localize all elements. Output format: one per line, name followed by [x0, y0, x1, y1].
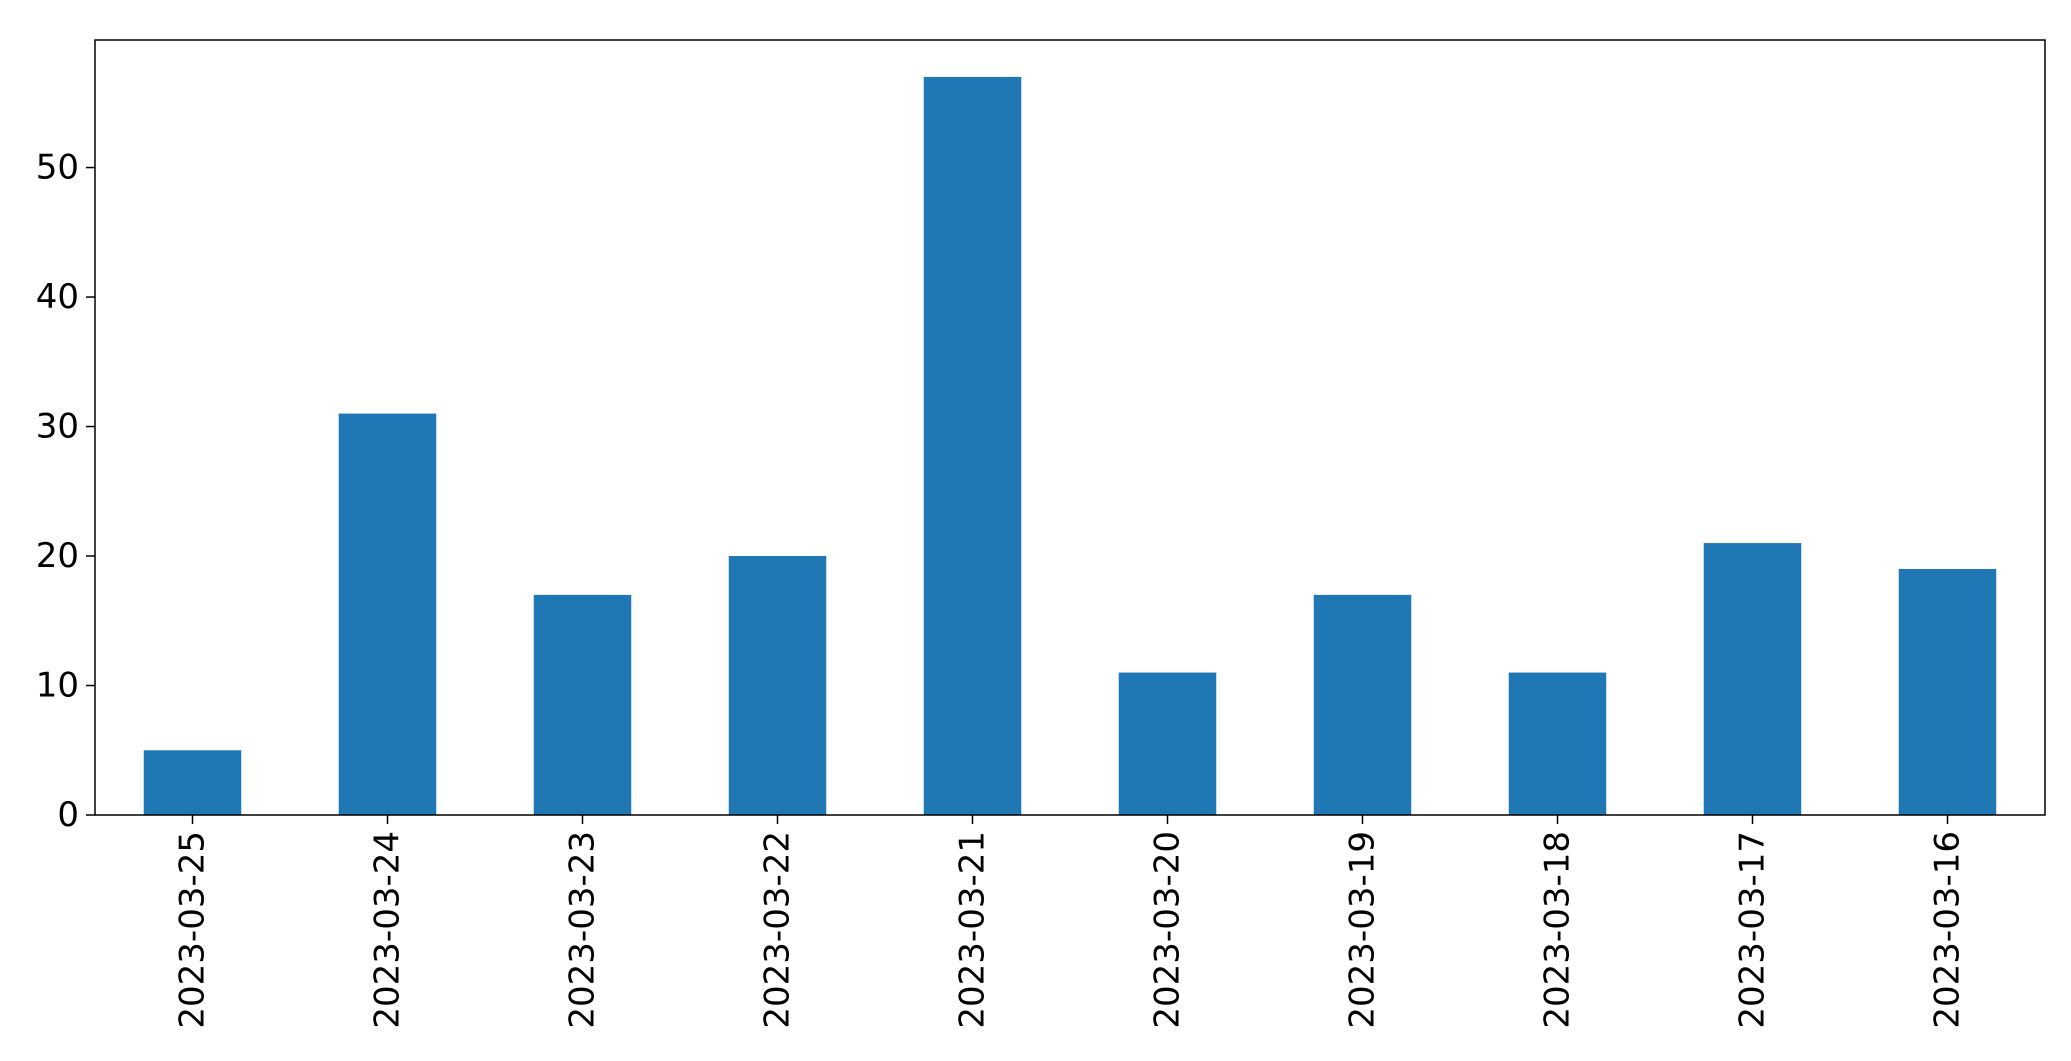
- y-tick-label: 30: [36, 407, 79, 447]
- bar-2023-03-17: [1703, 543, 1802, 815]
- x-tick-label: 2023-03-24: [368, 831, 408, 1029]
- bar-2023-03-22: [728, 556, 827, 815]
- bar-2023-03-20: [1118, 672, 1217, 815]
- bar-2023-03-16: [1898, 568, 1997, 815]
- bar-2023-03-23: [533, 594, 632, 815]
- bars-layer: [143, 76, 1997, 815]
- x-tick-label: 2023-03-21: [953, 831, 993, 1029]
- x-tick-label: 2023-03-22: [758, 831, 798, 1029]
- bar-2023-03-19: [1313, 594, 1412, 815]
- x-tick-label: 2023-03-19: [1343, 831, 1383, 1029]
- x-tick-label: 2023-03-17: [1733, 831, 1773, 1029]
- y-tick-label: 40: [36, 277, 79, 317]
- y-axis-ticks: 0 10 20 30 40 50: [36, 148, 95, 835]
- y-tick-label: 10: [36, 666, 79, 706]
- bar-2023-03-24: [338, 413, 437, 815]
- plot-frame: [94, 39, 2046, 816]
- bar-2023-03-18: [1508, 672, 1607, 815]
- x-tick-label: 2023-03-25: [173, 831, 213, 1029]
- bar-2023-03-21: [923, 76, 1022, 815]
- x-axis-ticks: 2023-03-25 2023-03-24 2023-03-23 2023-03-22…: [173, 815, 1968, 1029]
- x-tick-label: 2023-03-23: [563, 831, 603, 1029]
- y-tick-label: 20: [36, 536, 79, 576]
- y-tick-label: 50: [36, 148, 79, 188]
- bar-2023-03-25: [143, 750, 242, 815]
- x-tick-label: 2023-03-16: [1928, 831, 1968, 1029]
- y-tick-label: 0: [57, 795, 79, 835]
- x-tick-label: 2023-03-18: [1538, 831, 1578, 1029]
- x-tick-label: 2023-03-20: [1148, 831, 1188, 1029]
